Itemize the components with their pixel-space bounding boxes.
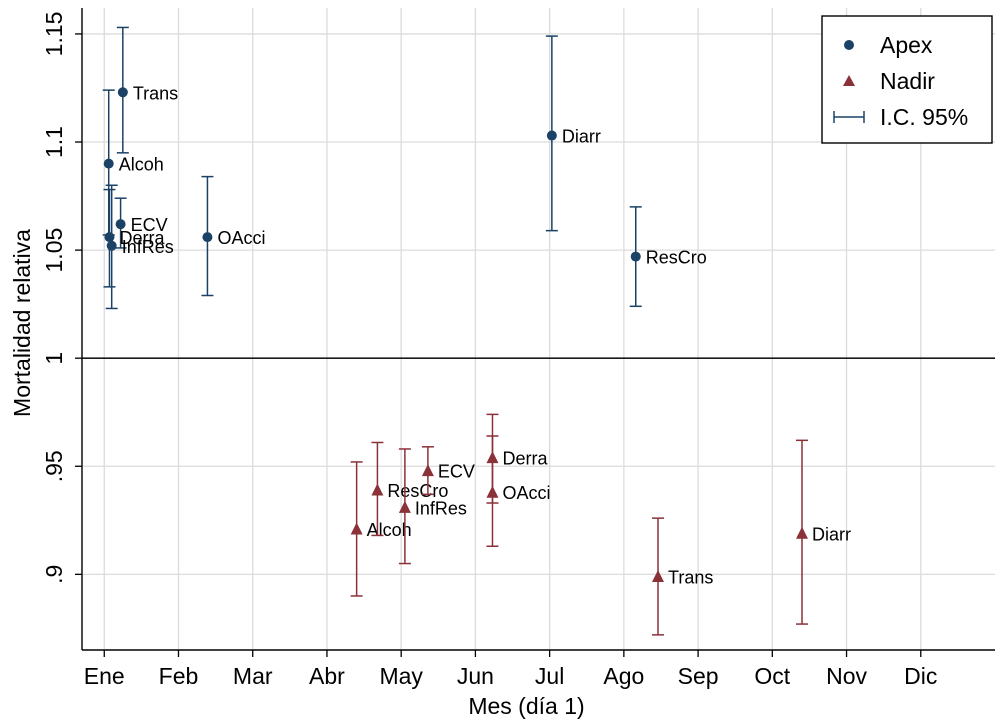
point-label: OAcci <box>217 228 265 248</box>
legend-marker-triangle <box>843 75 855 86</box>
data-point-apex: OAcci <box>201 175 265 297</box>
legend-entry: Nadir <box>843 68 935 94</box>
point-marker <box>421 464 434 477</box>
point-label: InfRes <box>415 498 467 518</box>
point-marker <box>117 87 128 98</box>
point-marker <box>115 219 126 230</box>
data-point-apex: Trans <box>116 26 178 154</box>
y-tick-label: 1 <box>41 352 67 365</box>
point-marker <box>371 483 384 496</box>
data-point-nadir: Diarr <box>796 439 851 625</box>
y-tick-label: 1.05 <box>41 228 67 273</box>
point-label: InfRes <box>122 237 174 257</box>
x-tick-label: Feb <box>159 663 199 689</box>
point-label: Derra <box>119 228 165 248</box>
point-marker <box>103 158 114 169</box>
legend-label: Nadir <box>880 68 935 94</box>
data-point-nadir: OAcci <box>486 435 550 547</box>
point-label: ECV <box>131 215 168 235</box>
point-label: Trans <box>133 83 178 103</box>
x-tick-label: Ene <box>84 663 125 689</box>
data-point-apex: Diarr <box>545 35 601 232</box>
point-label: Trans <box>668 568 713 588</box>
data-point-apex: InfRes <box>105 184 174 310</box>
x-tick-label: Mar <box>233 663 273 689</box>
data-point-nadir: ResCro <box>371 441 448 537</box>
data-point-apex: ECV <box>114 197 168 249</box>
data-point-nadir: InfRes <box>398 448 467 565</box>
y-tick-label: .95 <box>41 450 67 482</box>
x-tick-label: Abr <box>309 663 345 689</box>
x-tick-label: May <box>379 663 423 689</box>
point-marker <box>652 570 665 583</box>
point-marker <box>398 500 411 513</box>
point-label: Derra <box>502 449 548 469</box>
y-tick-label: 1.15 <box>41 12 67 57</box>
x-tick-label: Jun <box>457 663 494 689</box>
point-marker <box>104 232 115 243</box>
y-tick-label: .9 <box>41 565 67 584</box>
x-tick-label: Dic <box>904 663 937 689</box>
legend-label: Apex <box>880 32 933 58</box>
data-point-apex: ResCro <box>629 206 707 308</box>
legend: Apex Nadir I.C. 95% <box>821 15 993 144</box>
point-label: ECV <box>438 462 475 482</box>
x-tick-label: Jul <box>535 663 564 689</box>
legend-entry: Apex <box>844 32 933 58</box>
x-tick-label: Nov <box>826 663 867 689</box>
y-axis-ticks: .9 .95 1 1.05 1.1 1.15 <box>41 12 82 584</box>
x-tick-label: Ago <box>603 663 644 689</box>
legend-label: I.C. 95% <box>880 104 968 130</box>
x-tick-label: Oct <box>754 663 790 689</box>
legend-marker-circle <box>844 40 854 50</box>
point-marker <box>796 526 809 539</box>
point-marker <box>350 522 363 535</box>
point-label: Diarr <box>812 524 851 544</box>
point-label: Alcoh <box>119 155 164 175</box>
point-label: ResCro <box>646 248 707 268</box>
point-marker <box>202 232 213 243</box>
axes <box>81 8 995 651</box>
legend-entry: I.C. 95% <box>833 104 968 130</box>
data-point-nadir: Trans <box>652 517 713 636</box>
point-label: ResCro <box>387 481 448 501</box>
point-marker <box>486 485 499 498</box>
x-tick-label: Sep <box>678 663 719 689</box>
data-point-nadir: ECV <box>421 446 475 496</box>
y-axis-title: Mortalidad relativa <box>9 229 35 417</box>
point-marker <box>546 130 557 141</box>
x-axis-ticks: Ene Feb Mar Abr May Jun Jul Ago Sep Oct Nov Dic <box>84 650 937 689</box>
point-marker <box>630 251 641 262</box>
point-label: Diarr <box>562 127 601 147</box>
x-axis-title: Mes (día 1) <box>468 693 584 719</box>
data-point-apex: Derra <box>103 188 165 288</box>
point-marker <box>106 240 117 251</box>
y-tick-label: 1.1 <box>41 126 67 158</box>
point-label: OAcci <box>502 483 550 503</box>
